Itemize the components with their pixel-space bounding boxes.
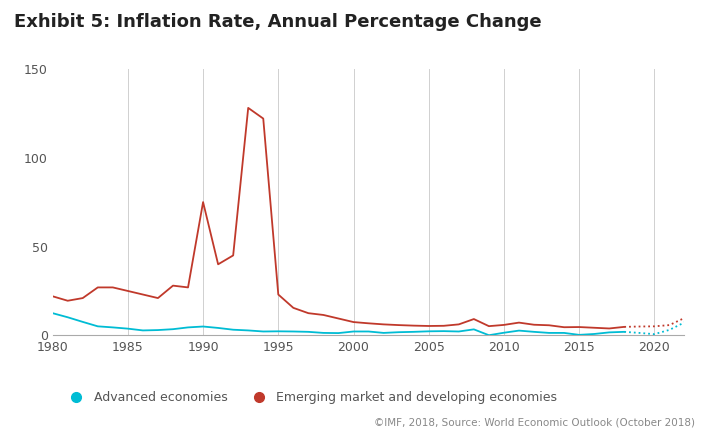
Text: ©IMF, 2018, Source: World Economic Outlook (October 2018): ©IMF, 2018, Source: World Economic Outlo… (374, 418, 695, 428)
Text: Exhibit 5: Inflation Rate, Annual Percentage Change: Exhibit 5: Inflation Rate, Annual Percen… (14, 13, 542, 31)
Legend: Advanced economies, Emerging market and developing economies: Advanced economies, Emerging market and … (59, 386, 562, 409)
